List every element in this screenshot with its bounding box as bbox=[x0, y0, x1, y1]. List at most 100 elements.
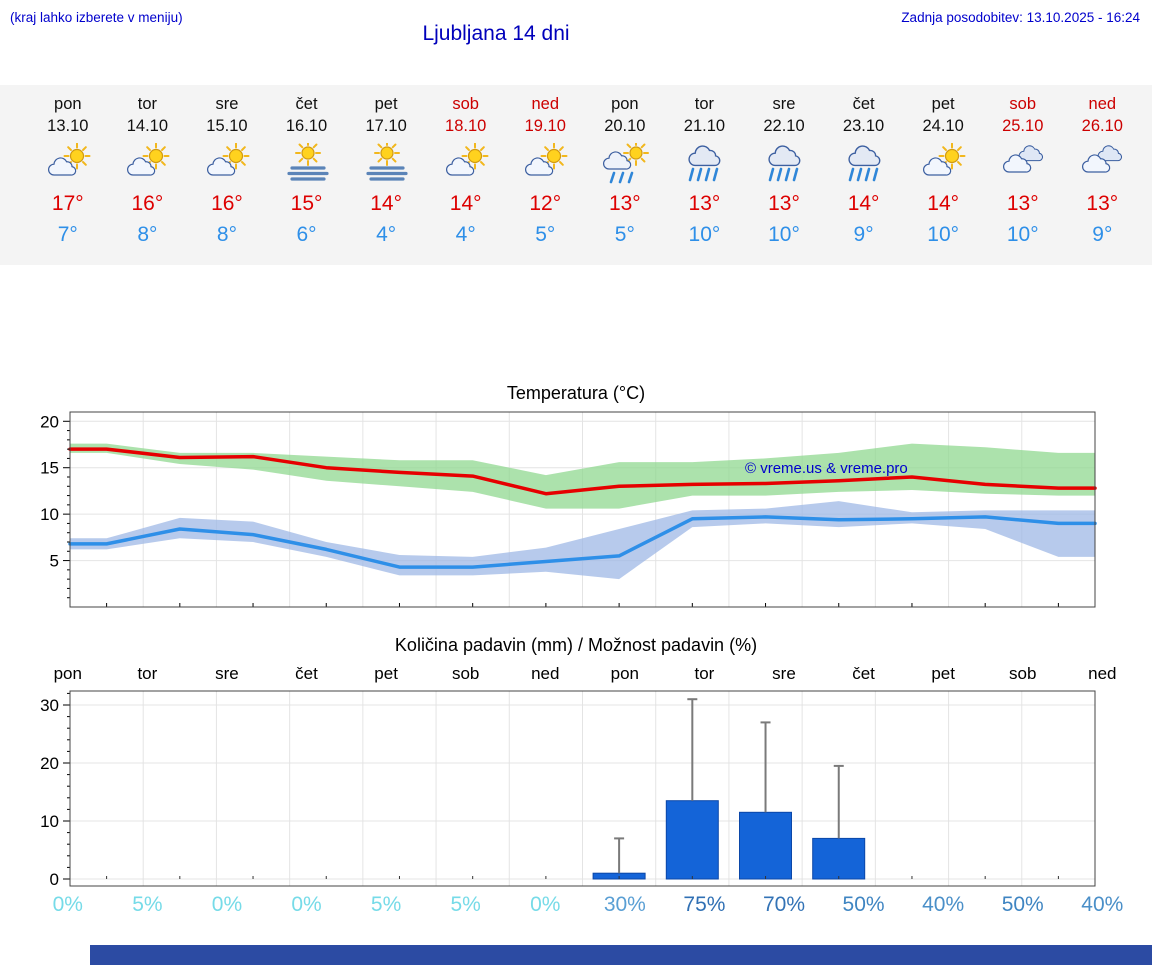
day-name: sre bbox=[772, 95, 796, 113]
day-name: sob bbox=[452, 95, 479, 113]
day-date: 17.10 bbox=[365, 117, 407, 136]
precip-probability: 30% bbox=[603, 893, 646, 916]
day-date: 23.10 bbox=[842, 117, 885, 136]
day-date: 13.10 bbox=[47, 117, 89, 136]
temperature-chart: 5 10 15 20 © vreme.us & vreme.pro bbox=[40, 411, 1097, 608]
day-date: 18.10 bbox=[445, 117, 487, 136]
forecast-day[interactable]: sre 15.10 16° 8° bbox=[187, 93, 267, 265]
precip-probability: 40% bbox=[922, 893, 965, 916]
day-low-temp: 9° bbox=[1092, 222, 1113, 246]
forecast-day[interactable]: ned 19.10 12° 5° bbox=[505, 93, 585, 265]
forecast-strip: pon 13.10 17° 7° tor 14.10 16° 8° sre 15… bbox=[0, 85, 1152, 265]
day-name: sre bbox=[215, 95, 239, 113]
cloud-icon bbox=[1063, 141, 1143, 187]
precip-day-label: pet bbox=[931, 664, 955, 683]
day-high-temp: 16° bbox=[211, 191, 243, 215]
page-title: Ljubljana 14 dni bbox=[422, 22, 570, 45]
forecast-day[interactable]: ned 26.10 13° 9° bbox=[1063, 93, 1143, 265]
svg-text:20: 20 bbox=[40, 754, 59, 773]
day-high-temp: 13° bbox=[688, 191, 721, 215]
svg-text:5: 5 bbox=[50, 552, 59, 571]
sun-cloud-icon bbox=[903, 141, 983, 187]
precip-probability: 0% bbox=[530, 893, 561, 916]
day-low-temp: 8° bbox=[137, 222, 158, 246]
last-update-text: Zadnja posodobitev: 13.10.2025 - 16:24 bbox=[901, 10, 1140, 25]
forecast-day[interactable]: tor 21.10 13° 10° bbox=[665, 93, 745, 265]
forecast-day[interactable]: pon 20.10 13° 5° bbox=[585, 93, 665, 265]
day-date: 20.10 bbox=[604, 117, 646, 136]
forecast-day[interactable]: čet 16.10 15° 6° bbox=[267, 93, 347, 265]
watermark[interactable]: © vreme.us & vreme.pro bbox=[745, 460, 908, 477]
day-high-temp: 13° bbox=[608, 191, 641, 215]
precip-day-label: čet bbox=[295, 664, 318, 683]
precipitation-chart-title: Količina padavin (mm) / Možnost padavin … bbox=[394, 635, 758, 655]
fog-sun-icon bbox=[267, 141, 347, 187]
day-high-temp: 15° bbox=[290, 191, 323, 215]
svg-text:30: 30 bbox=[40, 696, 59, 715]
day-high-temp: 16° bbox=[131, 191, 164, 215]
day-name: tor bbox=[694, 95, 715, 113]
precip-probability: 0% bbox=[52, 893, 83, 916]
day-name: tor bbox=[137, 95, 157, 113]
day-date: 15.10 bbox=[206, 117, 248, 136]
precip-probability: 40% bbox=[1081, 893, 1124, 916]
day-low-temp: 6° bbox=[296, 222, 317, 246]
precip-day-label: ned bbox=[531, 664, 560, 683]
precip-probability: 0% bbox=[291, 893, 322, 916]
temperature-chart-title: Temperatura (°C) bbox=[506, 383, 646, 403]
day-high-temp: 13° bbox=[768, 191, 800, 215]
day-name: pet bbox=[374, 95, 398, 113]
day-name: ned bbox=[1088, 95, 1117, 113]
day-name: pet bbox=[931, 95, 955, 113]
forecast-day[interactable]: tor 14.10 16° 8° bbox=[108, 93, 188, 265]
day-low-temp: 9° bbox=[853, 222, 874, 246]
precip-day-row: pon tor sre čet pet sob ned pon tor sre čet pet sob n… bbox=[0, 664, 1152, 684]
forecast-day[interactable]: sob 25.10 13° 10° bbox=[983, 93, 1063, 265]
forecast-day[interactable]: pet 17.10 14° 4° bbox=[346, 93, 426, 265]
day-date: 21.10 bbox=[683, 117, 726, 136]
precip-day-label: sre bbox=[772, 664, 796, 683]
rain-icon bbox=[665, 141, 745, 187]
forecast-day[interactable]: čet 23.10 14° 9° bbox=[824, 93, 904, 265]
day-low-temp: 5° bbox=[614, 222, 635, 246]
sun-cloud-icon bbox=[108, 141, 188, 187]
day-high-temp: 13° bbox=[1086, 191, 1119, 215]
day-low-temp: 7° bbox=[57, 222, 78, 246]
page-header: (kraj lahko izberete v meniju) Ljubljana… bbox=[0, 0, 1152, 62]
forecast-day[interactable]: sre 22.10 13° 10° bbox=[744, 93, 824, 265]
sun-rain-icon bbox=[585, 141, 665, 187]
day-name: pon bbox=[611, 95, 639, 113]
forecast-day[interactable]: sob 18.10 14° 4° bbox=[426, 93, 506, 265]
precip-day-label: pon bbox=[610, 664, 640, 683]
day-high-temp: 14° bbox=[449, 191, 482, 215]
precip-day-label: pet bbox=[374, 664, 398, 683]
svg-text:15: 15 bbox=[40, 459, 59, 478]
precip-day-label: sob bbox=[451, 664, 480, 683]
day-low-temp: 8° bbox=[216, 222, 237, 246]
day-low-temp: 4° bbox=[376, 222, 397, 246]
forecast-day[interactable]: pet 24.10 14° 10° bbox=[903, 93, 983, 265]
precip-day-label: tor bbox=[694, 664, 715, 683]
sun-cloud-icon bbox=[28, 141, 108, 187]
precip-day-label: sob bbox=[1009, 664, 1037, 683]
svg-text:20: 20 bbox=[40, 412, 59, 431]
day-high-temp: 14° bbox=[370, 191, 402, 215]
precip-probability: 5% bbox=[370, 893, 402, 916]
day-date: 24.10 bbox=[922, 117, 964, 136]
forecast-day[interactable]: pon 13.10 17° 7° bbox=[28, 93, 108, 265]
day-low-temp: 5° bbox=[535, 222, 556, 246]
day-name: ned bbox=[531, 95, 560, 113]
day-date: 14.10 bbox=[126, 117, 169, 136]
precip-day-label: čet bbox=[852, 664, 875, 683]
day-low-temp: 10° bbox=[927, 222, 960, 246]
precip-day-label: tor bbox=[137, 664, 158, 683]
bottom-banner bbox=[90, 945, 1152, 965]
precipitation-chart: 0 10 20 30 bbox=[40, 690, 1096, 889]
precip-probability: 50% bbox=[1001, 893, 1044, 916]
day-name: sob bbox=[1009, 95, 1037, 113]
svg-text:10: 10 bbox=[40, 505, 59, 524]
day-low-temp: 10° bbox=[1006, 222, 1039, 246]
day-date: 22.10 bbox=[763, 117, 805, 136]
svg-text:10: 10 bbox=[40, 812, 59, 831]
day-date: 19.10 bbox=[524, 117, 566, 136]
